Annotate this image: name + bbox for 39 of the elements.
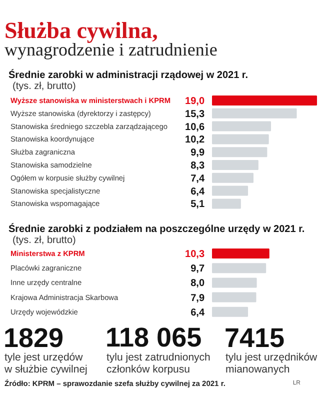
text: 118 065: [106, 322, 202, 352]
bar: [212, 160, 258, 170]
data-label: 7,4: [190, 173, 205, 184]
data-label: 5,1: [190, 199, 205, 210]
bar: [212, 248, 270, 258]
text: 1829: [4, 323, 64, 353]
data-label: 7,9: [190, 292, 205, 304]
bar: [212, 121, 272, 132]
data-label: 6,4: [190, 307, 205, 318]
text: Średnie zarobki w administracji rządowej w 2021 r.: [8, 69, 248, 81]
data-label: 10,3: [185, 249, 205, 260]
data-label: 19,0: [185, 96, 205, 107]
data-label: 8,3: [190, 160, 205, 172]
bar: [212, 263, 266, 274]
bar: [212, 96, 317, 106]
bar: [212, 278, 257, 288]
bar: [212, 172, 254, 183]
chart-title: Średnie zarobki z podziałem na poszczególne urzędy w 2021 r.: [8, 223, 305, 235]
text: tyle jest urzędów w służbie cywilnej: [4, 352, 88, 376]
text: 7415: [224, 323, 285, 353]
text: tylu jest zatrudnionych członków korpusu: [106, 352, 211, 376]
data-label: 10,2: [185, 134, 205, 146]
text: (tys. zł, brutto): [12, 235, 76, 246]
data-label: 6,4: [190, 186, 205, 198]
data-label: 9,9: [190, 148, 205, 159]
bar: [212, 198, 241, 209]
data-label: 15,3: [185, 108, 205, 120]
bar: [212, 292, 256, 302]
bar: [212, 134, 269, 144]
bar: [212, 306, 248, 317]
data-label: 10,6: [185, 122, 205, 133]
text: tylu jest urzędników mianowanych: [226, 352, 318, 376]
text: (tys. zł, brutto): [12, 81, 76, 92]
data-label: 8,0: [190, 278, 205, 290]
bar: [212, 147, 268, 158]
bar: [212, 108, 297, 118]
data-label: 9,7: [190, 264, 205, 275]
bar: [212, 186, 248, 196]
text: Służba cywilna,: [4, 18, 158, 43]
